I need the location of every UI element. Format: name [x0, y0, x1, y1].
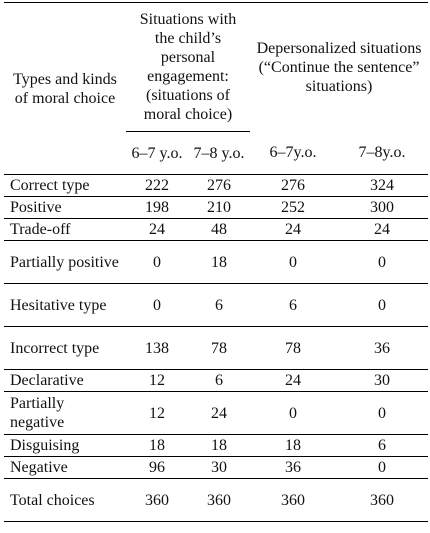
- row-label: Total choices: [4, 478, 126, 522]
- table-row: Correct type 222 276 276 324: [4, 174, 429, 197]
- cell-value: 0: [336, 283, 429, 327]
- header-age-4: 7–8y.o.: [336, 131, 429, 175]
- cell-value: 78: [188, 326, 250, 370]
- table-row: Hesitative type 0 6 6 0: [4, 283, 429, 327]
- table-row: Trade-off 24 48 24 24: [4, 218, 429, 241]
- cell-value: 18: [126, 434, 188, 457]
- moral-choice-table: Types and kinds of moral choice Situatio…: [4, 2, 429, 522]
- header-row-ages: 6–7 y.o. 7–8 y.o. 6–7y.o. 7–8y.o.: [4, 131, 429, 175]
- cell-value: 18: [188, 240, 250, 284]
- cell-value: 360: [336, 478, 429, 522]
- table-body: Correct type 222 276 276 324 Positive 198 210 25…: [4, 174, 429, 522]
- cell-value: 0: [126, 283, 188, 327]
- cell-value: 36: [250, 456, 336, 479]
- cell-value: 24: [250, 369, 336, 392]
- row-label: Hesitative type: [4, 283, 126, 327]
- cell-value: 0: [336, 240, 429, 284]
- table-row: Negative 96 30 36 0: [4, 456, 429, 479]
- cell-value: 96: [126, 456, 188, 479]
- table-row: Partially positive 0 18 0 0: [4, 240, 429, 284]
- row-label: Positive: [4, 196, 126, 219]
- row-label: Declarative: [4, 369, 126, 392]
- cell-value: 24: [336, 218, 429, 241]
- cell-value: 0: [126, 240, 188, 284]
- cell-value: 276: [250, 174, 336, 197]
- header-age-2: 7–8 y.o.: [188, 131, 250, 175]
- cell-value: 78: [250, 326, 336, 370]
- table-row: Positive 198 210 252 300: [4, 196, 429, 219]
- cell-value: 24: [126, 218, 188, 241]
- cell-value: 12: [126, 369, 188, 392]
- cell-value: 30: [336, 369, 429, 392]
- cell-value: 18: [188, 434, 250, 457]
- row-label: Trade-off: [4, 218, 126, 241]
- row-label: Partially negative: [4, 391, 126, 435]
- cell-value: 30: [188, 456, 250, 479]
- table-row: Declarative 12 6 24 30: [4, 369, 429, 392]
- cell-value: 18: [250, 434, 336, 457]
- cell-value: 360: [126, 478, 188, 522]
- cell-value: 6: [250, 283, 336, 327]
- cell-value: 252: [250, 196, 336, 219]
- cell-value: 210: [188, 196, 250, 219]
- table-row: Incorrect type 138 78 78 36: [4, 326, 429, 370]
- cell-value: 0: [336, 391, 429, 435]
- header-depersonalized: Depersonalized situations (“Continue the…: [250, 2, 429, 132]
- cell-value: 24: [188, 391, 250, 435]
- cell-value: 48: [188, 218, 250, 241]
- cell-value: 324: [336, 174, 429, 197]
- table-row: Total choices 360 360 360 360: [4, 478, 429, 522]
- cell-value: 6: [336, 434, 429, 457]
- cell-value: 12: [126, 391, 188, 435]
- table-row: Disguising 18 18 18 6: [4, 434, 429, 457]
- cell-value: 222: [126, 174, 188, 197]
- cell-value: 0: [250, 391, 336, 435]
- cell-value: 138: [126, 326, 188, 370]
- cell-value: 360: [188, 478, 250, 522]
- row-label: Partially positive: [4, 240, 126, 284]
- cell-value: 6: [188, 283, 250, 327]
- header-row-group: Types and kinds of moral choice Situatio…: [4, 2, 429, 175]
- cell-value: 360: [250, 478, 336, 522]
- header-types-cell: Types and kinds of moral choice: [4, 2, 126, 175]
- header-personal-engagement: Situations with the child’s personal eng…: [126, 2, 250, 132]
- cell-value: 36: [336, 326, 429, 370]
- table-row: Partially negative 12 24 0 0: [4, 391, 429, 435]
- row-label: Incorrect type: [4, 326, 126, 370]
- header-age-1: 6–7 y.o.: [126, 131, 188, 175]
- row-label: Correct type: [4, 174, 126, 197]
- row-label: Disguising: [4, 434, 126, 457]
- cell-value: 0: [336, 456, 429, 479]
- cell-value: 300: [336, 196, 429, 219]
- row-label: Negative: [4, 456, 126, 479]
- cell-value: 0: [250, 240, 336, 284]
- header-age-3: 6–7y.o.: [250, 131, 336, 175]
- cell-value: 24: [250, 218, 336, 241]
- cell-value: 198: [126, 196, 188, 219]
- cell-value: 6: [188, 369, 250, 392]
- cell-value: 276: [188, 174, 250, 197]
